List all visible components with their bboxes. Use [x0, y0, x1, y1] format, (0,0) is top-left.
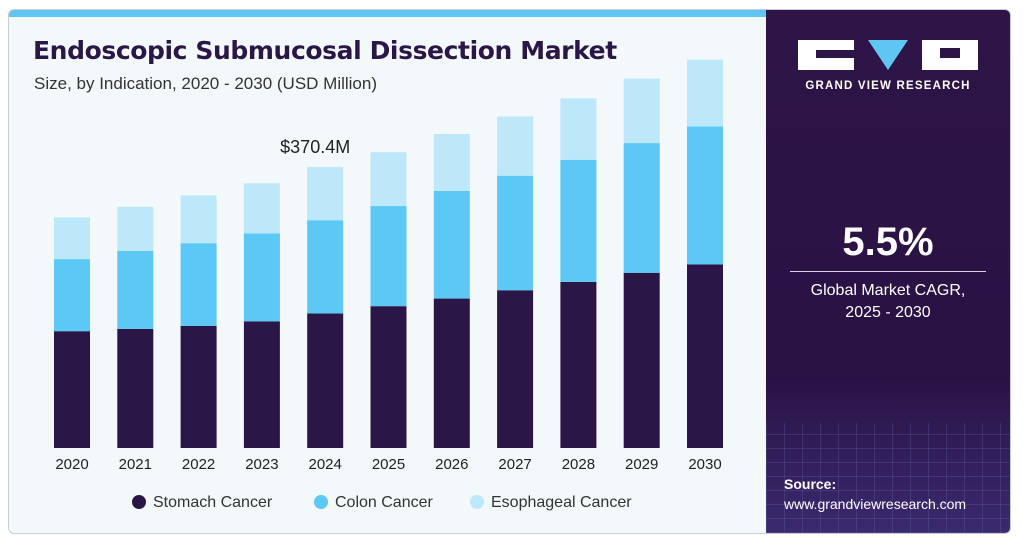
bar-esophageal-cancer-2024	[307, 167, 344, 221]
bar-colon-cancer-2028	[560, 159, 597, 282]
bar-stomach-cancer-2030	[687, 264, 723, 448]
x-tick-label-2030: 2030	[688, 456, 721, 473]
x-tick-label-2024: 2024	[309, 456, 342, 473]
chart-card: Endoscopic Submucosal Dissection Market …	[8, 9, 1011, 534]
x-tick-label-2022: 2022	[182, 456, 215, 473]
bar-colon-cancer-2029	[623, 143, 660, 273]
bar-colon-cancer-2022	[180, 243, 217, 326]
source-block: Source: www.grandviewresearch.com	[784, 474, 966, 514]
x-tick-label-2029: 2029	[625, 456, 658, 473]
bar-esophageal-cancer-2021	[117, 206, 154, 251]
legend-swatch-stomach-cancer	[132, 495, 146, 509]
cagr-label: Global Market CAGR, 2025 - 2030	[766, 280, 1010, 324]
bar-colon-cancer-2023	[243, 233, 280, 322]
cagr-value: 5.5%	[842, 220, 934, 264]
legend-label-esophageal-cancer: Esophageal Cancer	[491, 494, 632, 511]
bar-stomach-cancer-2028	[560, 281, 597, 448]
bar-colon-cancer-2024	[307, 220, 344, 314]
bar-esophageal-cancer-2026	[433, 133, 470, 191]
logo-g-icon	[798, 40, 854, 70]
bar-esophageal-cancer-2028	[560, 98, 597, 160]
bar-colon-cancer-2020	[54, 259, 90, 332]
brand-logo: GRAND VIEW RESEARCH	[798, 40, 978, 92]
source-link[interactable]: www.grandviewresearch.com	[784, 496, 967, 512]
bar-stomach-cancer-2024	[307, 313, 344, 448]
decorative-grid	[766, 423, 1010, 533]
bar-esophageal-cancer-2022	[180, 195, 217, 244]
bar-esophageal-cancer-2029	[623, 78, 660, 144]
x-tick-label-2020: 2020	[55, 456, 88, 473]
sidebar-panel: GRAND VIEW RESEARCH 5.5% Global Market C…	[766, 10, 1010, 533]
bar-stomach-cancer-2027	[497, 290, 534, 448]
chart-subtitle: Size, by Indication, 2020 - 2030 (USD Mi…	[34, 74, 377, 93]
data-label-2024: $370.4M	[280, 137, 350, 157]
bar-esophageal-cancer-2023	[243, 183, 280, 234]
legend-label-stomach-cancer: Stomach Cancer	[153, 494, 273, 511]
bar-esophageal-cancer-2020	[54, 217, 90, 260]
bar-esophageal-cancer-2030	[687, 59, 723, 127]
bar-stomach-cancer-2021	[117, 328, 154, 448]
bar-colon-cancer-2025	[370, 206, 407, 307]
bar-stomach-cancer-2023	[243, 321, 280, 448]
legend-swatch-esophageal-cancer	[470, 495, 484, 509]
x-tick-label-2021: 2021	[119, 456, 152, 473]
cagr-divider	[790, 271, 986, 272]
x-tick-label-2023: 2023	[245, 456, 278, 473]
logo-text: GRAND VIEW RESEARCH	[805, 80, 971, 92]
cagr-label-line1: Global Market CAGR,	[810, 282, 966, 299]
legend-label-colon-cancer: Colon Cancer	[335, 494, 434, 511]
chart-title: Endoscopic Submucosal Dissection Market	[33, 36, 617, 65]
x-tick-label-2028: 2028	[562, 456, 595, 473]
x-tick-label-2025: 2025	[372, 456, 405, 473]
legend-swatch-colon-cancer	[314, 495, 328, 509]
x-tick-label-2027: 2027	[498, 456, 531, 473]
bar-stomach-cancer-2022	[180, 325, 217, 448]
bar-colon-cancer-2030	[687, 126, 723, 265]
bar-stomach-cancer-2020	[54, 331, 90, 448]
bar-stomach-cancer-2025	[370, 306, 407, 448]
bar-colon-cancer-2021	[117, 250, 154, 329]
accent-bar	[9, 10, 766, 17]
source-label: Source:	[784, 476, 837, 492]
x-tick-label-2026: 2026	[435, 456, 468, 473]
cagr-label-line2: 2025 - 2030	[845, 304, 931, 321]
logo-v-icon	[860, 40, 916, 70]
bar-stomach-cancer-2029	[623, 272, 660, 448]
bar-colon-cancer-2026	[433, 190, 470, 299]
logo-r-icon	[922, 40, 978, 70]
bar-stomach-cancer-2026	[433, 298, 470, 448]
stacked-bar-chart: 2020 2021 2022 2023 2024 $370.4M 2025 2026 2027 2…	[54, 59, 723, 511]
bar-esophageal-cancer-2027	[497, 116, 534, 176]
bar-esophageal-cancer-2025	[370, 152, 407, 207]
bar-colon-cancer-2027	[497, 175, 534, 291]
